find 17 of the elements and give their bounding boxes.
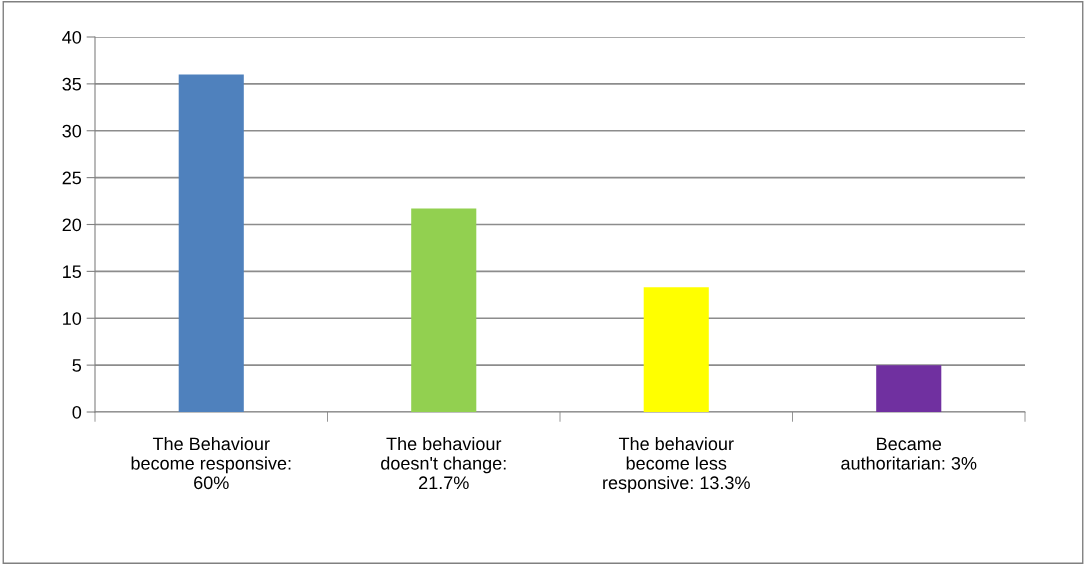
y-tick-label: 25: [62, 171, 82, 185]
y-tick-label: 5: [72, 359, 82, 372]
y-tick-label: 35: [62, 77, 82, 91]
y-tick-label: 10: [63, 312, 82, 325]
y-tick-label: 20: [62, 218, 82, 232]
y-tick-label: 0: [72, 405, 82, 419]
bar: [411, 208, 477, 412]
x-tick-label: The behaviour doesn't change: 21.7%: [381, 437, 506, 490]
y-tick-label: 30: [62, 124, 82, 138]
x-tick-label: The Behaviour become responsive: 60%: [131, 437, 291, 490]
bar: [876, 365, 942, 412]
bar: [643, 287, 709, 412]
y-tick-label: 15: [63, 265, 82, 279]
bar: [178, 74, 244, 412]
y-tick-label: 40: [62, 30, 82, 44]
x-tick-label: The behaviour become less responsive: 13.3%: [603, 437, 750, 493]
x-tick-label: Became authoritarian: 3%: [841, 437, 977, 470]
